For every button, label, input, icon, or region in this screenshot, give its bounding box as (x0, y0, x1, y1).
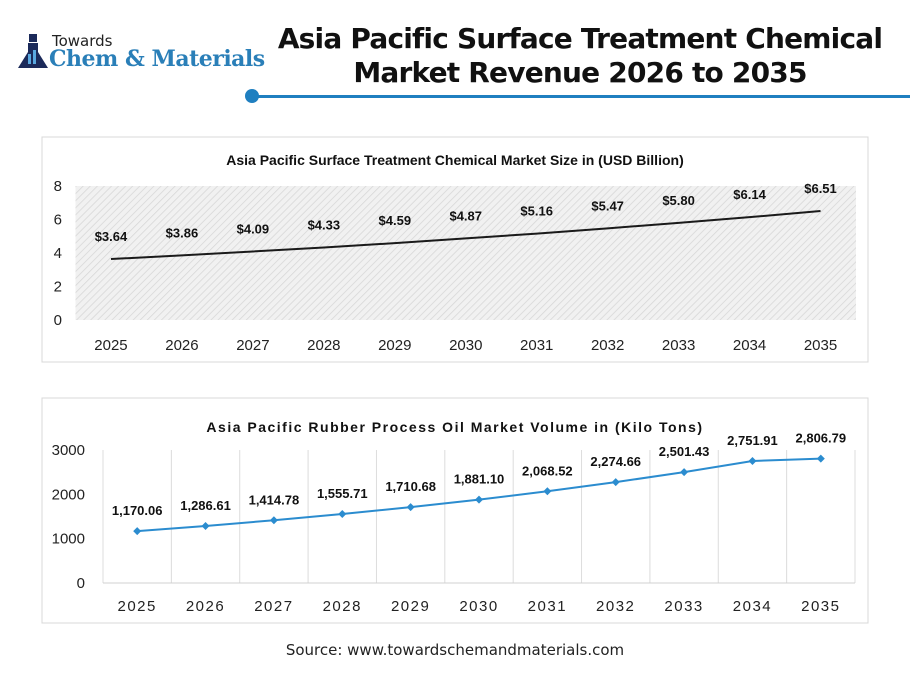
x-tick-label: 2029 (378, 337, 411, 354)
data-point (338, 510, 347, 519)
data-label: $5.47 (591, 198, 624, 213)
data-label: $3.64 (95, 229, 128, 244)
data-label: 2,751.91 (727, 433, 778, 448)
x-tick-label: 2025 (117, 598, 156, 615)
x-tick-label: 2026 (165, 337, 198, 354)
logo-chem-materials: Chem & Materials (49, 46, 265, 72)
x-tick-label: 2026 (186, 598, 225, 615)
x-tick-label: 2027 (236, 337, 269, 354)
data-label: 2,274.66 (590, 454, 641, 469)
y-tick-label: 2000 (52, 486, 85, 503)
data-label: $6.51 (804, 181, 837, 196)
x-tick-label: 2032 (596, 598, 635, 615)
data-label: $6.14 (733, 187, 766, 202)
data-label: 1,881.10 (454, 472, 505, 487)
data-label: 1,286.61 (180, 498, 231, 513)
y-tick-label: 0 (54, 312, 62, 329)
data-label: 1,710.68 (385, 479, 436, 494)
x-tick-label: 2025 (94, 337, 127, 354)
source-note: Source: www.towardschemandmaterials.com (285, 641, 625, 659)
chart-2: Asia Pacific Rubber Process Oil Market V… (41, 397, 869, 624)
y-tick-label: 6 (54, 212, 62, 229)
x-tick-label: 2031 (520, 337, 553, 354)
y-tick-label: 0 (77, 575, 85, 592)
data-label: $5.80 (662, 193, 695, 208)
data-label: 2,806.79 (796, 431, 847, 446)
data-label: $4.87 (449, 208, 482, 223)
y-tick-label: 2 (54, 279, 62, 296)
data-point (201, 521, 210, 530)
data-point (816, 454, 825, 463)
data-point (611, 478, 620, 487)
x-tick-label: 2034 (733, 337, 766, 354)
title-rule-dot (245, 89, 259, 103)
data-point (269, 516, 278, 525)
chart-frame (41, 397, 869, 624)
x-tick-label: 2030 (459, 598, 498, 615)
data-point (748, 456, 757, 465)
x-tick-label: 2031 (528, 598, 567, 615)
chart-title: Asia Pacific Rubber Process Oil Market V… (206, 419, 703, 435)
data-point (680, 468, 689, 477)
chart-title: Asia Pacific Surface Treatment Chemical … (226, 152, 683, 168)
title-rule (252, 95, 910, 98)
x-tick-label: 2027 (254, 598, 293, 615)
data-label: 2,501.43 (659, 444, 710, 459)
logo-towards: Towards (52, 32, 113, 50)
x-tick-label: 2033 (664, 598, 703, 615)
data-label: 1,414.78 (249, 492, 300, 507)
x-tick-label: 2028 (323, 598, 362, 615)
x-tick-label: 2035 (804, 337, 837, 354)
page-title: Asia Pacific Surface Treatment Chemical … (270, 22, 890, 90)
x-tick-label: 2029 (391, 598, 430, 615)
data-label: $5.16 (520, 204, 553, 219)
x-tick-label: 2035 (801, 598, 840, 615)
x-tick-label: 2030 (449, 337, 482, 354)
y-tick-label: 4 (54, 245, 62, 262)
x-tick-label: 2032 (591, 337, 624, 354)
y-tick-label: 8 (54, 178, 62, 195)
title-line-1: Asia Pacific Surface Treatment Chemical (277, 22, 883, 55)
data-label: 2,068.52 (522, 463, 573, 478)
data-label: $3.86 (166, 225, 199, 240)
data-point (133, 527, 142, 536)
chart-1: Asia Pacific Surface Treatment Chemical … (41, 136, 869, 363)
plot-area (75, 186, 856, 320)
series-line (110, 209, 821, 261)
data-label: 1,170.06 (112, 503, 163, 518)
y-tick-label: 3000 (52, 442, 85, 459)
flask-icon (18, 34, 48, 68)
x-tick-label: 2033 (662, 337, 695, 354)
x-tick-label: 2028 (307, 337, 340, 354)
data-point (543, 487, 552, 496)
data-label: $4.09 (237, 221, 270, 236)
data-point (475, 495, 483, 504)
data-point (406, 503, 415, 512)
data-label: $4.59 (379, 213, 412, 228)
data-label: 1,555.71 (317, 486, 368, 501)
y-tick-label: 1000 (52, 531, 85, 548)
data-label: $4.33 (308, 217, 341, 232)
title-line-2: Market Revenue 2026 to 2035 (353, 56, 807, 89)
x-tick-label: 2034 (733, 598, 772, 615)
